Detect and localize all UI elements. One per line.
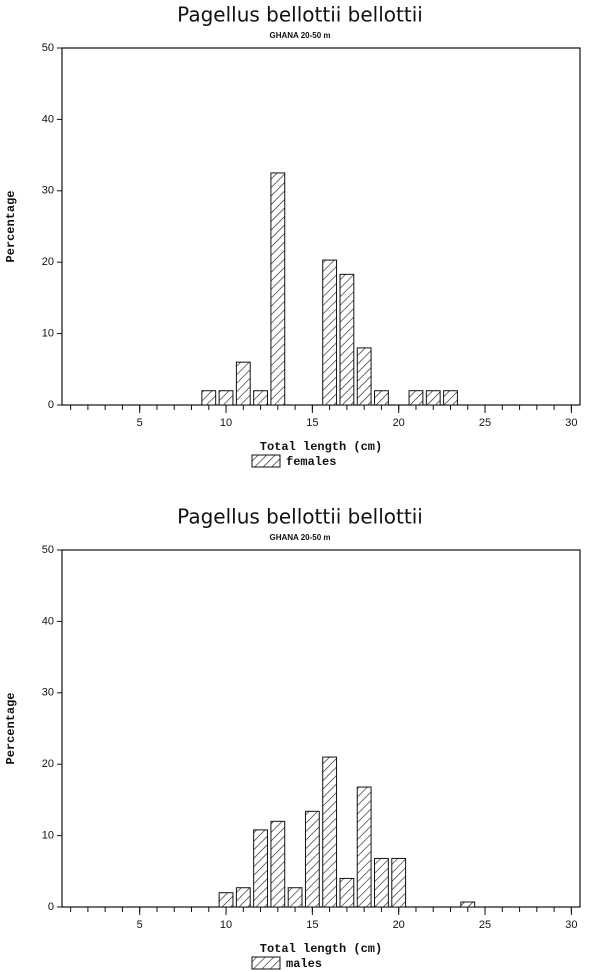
- bar: [425, 390, 441, 406]
- bar: [218, 892, 234, 908]
- bar: [356, 786, 372, 908]
- x-tick-label: 20: [393, 417, 405, 429]
- bar: [253, 829, 268, 908]
- plot-frame: [61, 549, 581, 908]
- bar: [235, 361, 251, 406]
- x-tick-label: 10: [220, 919, 232, 931]
- bar: [287, 887, 303, 908]
- x-axis-label: Total length (cm): [260, 440, 382, 454]
- chart-subtitle: GHANA 20-50 m: [269, 533, 330, 542]
- bar: [322, 756, 338, 908]
- x-tick-label: 25: [479, 417, 491, 429]
- x-tick-label: 5: [137, 417, 143, 429]
- bar: [443, 390, 458, 406]
- y-tick-label: 0: [48, 399, 54, 411]
- y-tick-label: 40: [42, 113, 54, 125]
- bar: [218, 390, 234, 406]
- chart-title: Pagellus bellottii bellottii: [177, 505, 423, 529]
- y-tick-label: 30: [42, 687, 54, 699]
- x-tick-label: 30: [565, 417, 577, 429]
- legend-swatch: [251, 454, 281, 468]
- legend-label: females: [286, 455, 336, 469]
- x-tick-label: 10: [220, 417, 232, 429]
- bar: [374, 390, 389, 406]
- chart-subtitle: GHANA 20-50 m: [269, 31, 330, 40]
- bar: [391, 857, 407, 908]
- x-tick-label: 15: [306, 919, 318, 931]
- bar: [460, 901, 476, 908]
- y-tick-label: 10: [42, 830, 54, 842]
- bar: [201, 390, 217, 406]
- x-tick-label: 25: [479, 919, 491, 931]
- bar: [304, 810, 320, 908]
- bar: [356, 347, 372, 406]
- bar: [322, 259, 338, 406]
- x-axis-label: Total length (cm): [260, 942, 382, 956]
- y-tick-label: 20: [42, 256, 54, 268]
- legend-swatch: [251, 956, 281, 970]
- y-tick-label: 30: [42, 185, 54, 197]
- bar: [339, 273, 355, 406]
- bar: [408, 390, 424, 406]
- y-axis-label: Percentage: [4, 692, 18, 764]
- bar: [253, 390, 268, 406]
- y-tick-label: 10: [42, 328, 54, 340]
- bar: [235, 887, 251, 908]
- bar: [270, 820, 286, 908]
- chart-title: Pagellus bellottii bellottii: [177, 3, 423, 27]
- y-axis-label: Percentage: [4, 190, 18, 262]
- bar: [374, 857, 389, 908]
- x-tick-label: 30: [565, 919, 577, 931]
- bar: [339, 877, 355, 908]
- x-tick-label: 20: [393, 919, 405, 931]
- y-tick-label: 50: [42, 544, 54, 556]
- x-tick-label: 5: [137, 919, 143, 931]
- y-tick-label: 50: [42, 42, 54, 54]
- y-tick-label: 40: [42, 615, 54, 627]
- legend-label: males: [286, 957, 322, 971]
- bar: [270, 172, 286, 406]
- plot-frame: [61, 47, 581, 406]
- y-tick-label: 20: [42, 758, 54, 770]
- y-tick-label: 0: [48, 901, 54, 913]
- x-tick-label: 15: [306, 417, 318, 429]
